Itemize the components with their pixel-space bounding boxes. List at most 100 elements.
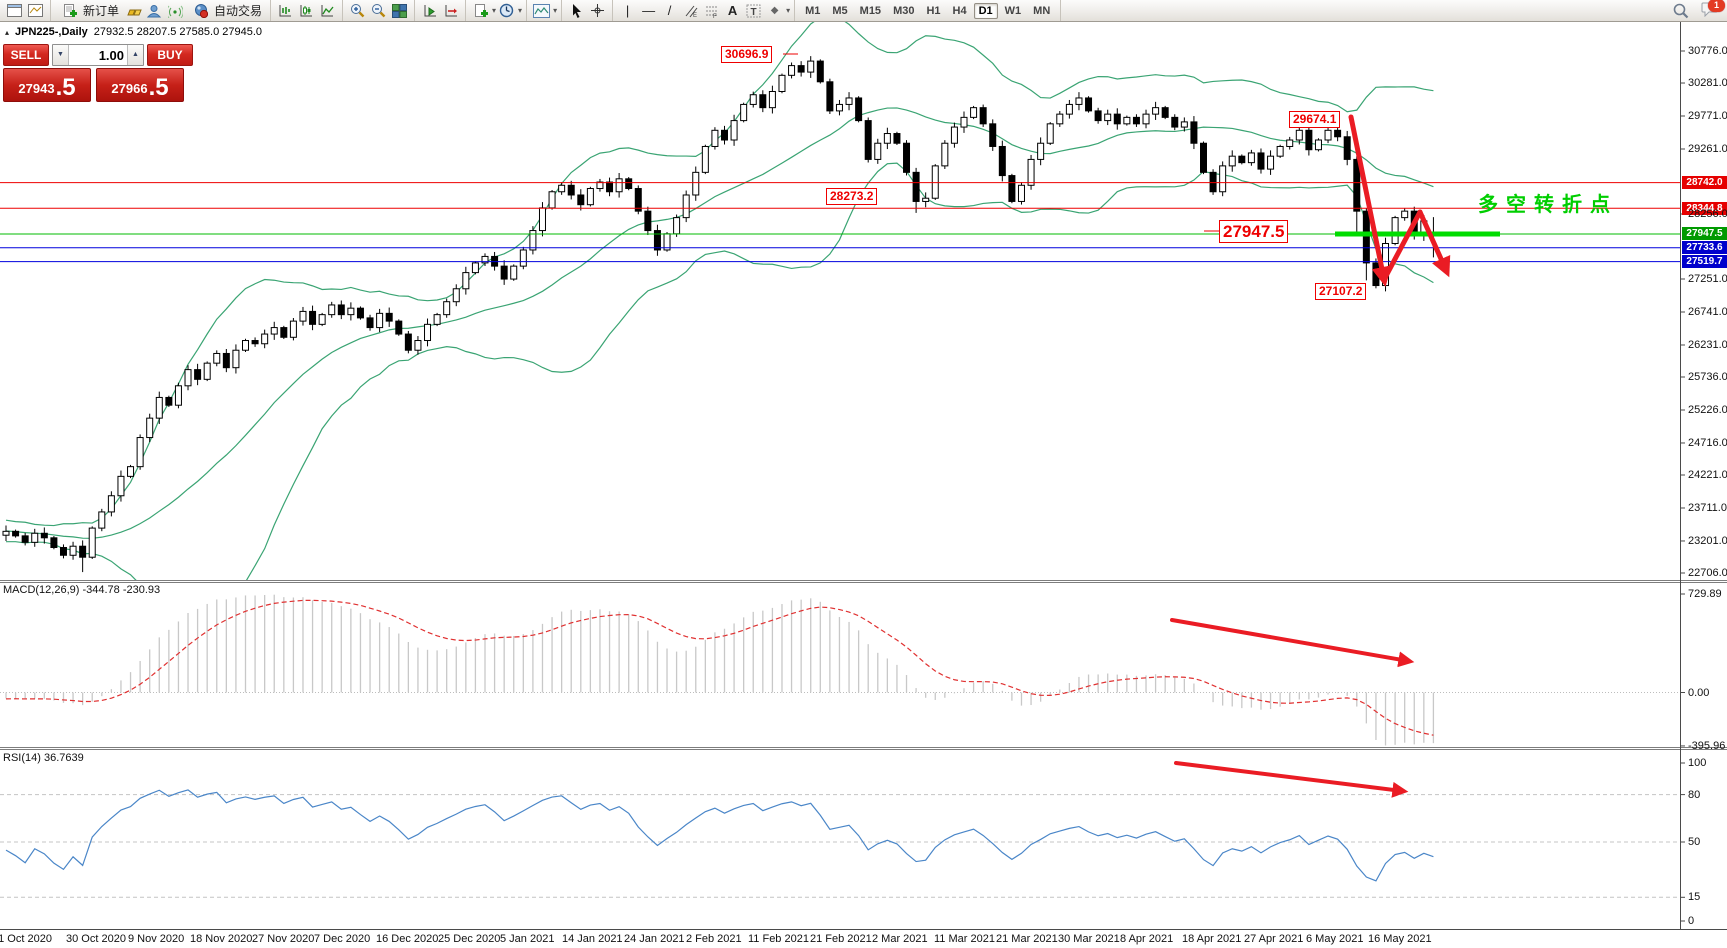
date-axis-label: 18 Nov 2020	[190, 933, 253, 945]
toolbar-group-cursor	[562, 0, 614, 21]
channel-tool-icon[interactable]: E	[681, 2, 700, 20]
buy-button[interactable]: BUY	[147, 44, 193, 66]
indicators-dropdown-arrow[interactable]: ▾	[553, 6, 558, 15]
text-tool-icon[interactable]: A	[727, 2, 738, 18]
timeframe-button-h1[interactable]: H1	[926, 4, 941, 17]
sell-button[interactable]: SELL	[3, 44, 49, 66]
price-axis-tick: 30776.0	[1688, 45, 1727, 57]
annotation-may-low-price[interactable]: 27107.2	[1315, 283, 1367, 300]
toolbar-group-templates: ▾ ▾	[466, 0, 528, 21]
shapes-tool-icon[interactable]: ◆	[770, 4, 779, 16]
text-label-tool-icon[interactable]: T	[744, 2, 763, 20]
new-order-label: 新订单	[83, 4, 120, 18]
toolbar-group-window	[0, 0, 51, 21]
notifications-chat-icon[interactable]: 1	[1701, 0, 1725, 21]
rsi-axis-tick: 15	[1688, 891, 1701, 904]
timeframe-button-m30[interactable]: M30	[893, 4, 915, 17]
rsi-axis-tick: 100	[1688, 757, 1707, 769]
timeframe-button-w1[interactable]: W1	[1004, 4, 1022, 17]
date-axis-label: 6 May 2021	[1306, 933, 1364, 945]
timeframe-button-h4[interactable]: H4	[952, 4, 967, 17]
timeframe-button-m5[interactable]: M5	[832, 4, 848, 17]
signal-icon[interactable]	[166, 2, 185, 20]
volume-input[interactable]	[69, 45, 127, 65]
search-icon[interactable]	[1671, 2, 1690, 20]
date-axis-label: 30 Mar 2021	[1058, 933, 1120, 945]
svg-text:E: E	[693, 13, 697, 18]
buy-price-frac: .5	[148, 74, 169, 101]
volume-decrease-button[interactable]: ▼	[53, 45, 69, 65]
price-level-badge: 27947.5	[1682, 227, 1727, 241]
buy-price-panel[interactable]: 27966 .5	[96, 68, 184, 102]
cursor-icon[interactable]	[567, 2, 586, 20]
price-axis-tick: 25736.0	[1688, 371, 1727, 383]
annotation-march-low-price[interactable]: 28273.2	[826, 188, 878, 205]
chart-profile-icon[interactable]	[26, 2, 45, 20]
clock-dropdown-arrow[interactable]: ▾	[518, 6, 523, 15]
buy-price-main: 27966	[111, 81, 148, 96]
tile-windows-icon[interactable]	[390, 2, 409, 20]
horizontal-line-tool-icon[interactable]: —	[642, 2, 656, 18]
shapes-dropdown-arrow[interactable]: ▾	[786, 6, 791, 15]
bar-chart-type-icon[interactable]	[276, 2, 295, 20]
collapse-marker-icon[interactable]: ▴	[5, 27, 10, 37]
toolbar-group-objects: | — / E F A T ◆ ▾	[613, 0, 796, 21]
indicators-icon[interactable]	[532, 2, 551, 20]
new-order-button[interactable]: 新订单	[55, 2, 123, 20]
crosshair-icon[interactable]	[588, 2, 607, 20]
new-chart-window-icon[interactable]	[5, 2, 24, 20]
chart-shift-icon[interactable]	[441, 2, 460, 20]
annotation-peak-price[interactable]: 30696.9	[721, 46, 773, 63]
sell-price-panel[interactable]: 27943 .5	[3, 68, 91, 102]
price-axis-tick: 23711.0	[1688, 501, 1727, 514]
macd-axis-tick: 0.00	[1688, 686, 1710, 699]
fibonacci-tool-icon[interactable]: F	[702, 2, 721, 20]
timeframe-button-m15[interactable]: M15	[859, 4, 882, 17]
svg-text:F: F	[713, 14, 717, 18]
toolbar-right: 1	[1670, 0, 1725, 21]
zoom-out-icon[interactable]	[369, 2, 388, 20]
timeframe-button-mn[interactable]: MN	[1033, 4, 1051, 17]
date-axis-label: 27 Nov 2020	[252, 933, 315, 945]
price-axis-tick: 29261.0	[1688, 142, 1727, 155]
rsi-axis-tick: 80	[1688, 788, 1701, 801]
price-axis-tick: 28256.0	[1688, 208, 1727, 220]
new-order-icon	[60, 2, 79, 20]
annotation-key-level-price[interactable]: 27947.5	[1219, 220, 1289, 243]
toolbar-group-zoom	[343, 0, 416, 21]
price-axis-tick: 26231.0	[1688, 338, 1727, 351]
date-axis-label: 8 Apr 2021	[1120, 933, 1174, 945]
price-axis-tick: 25226.0	[1688, 403, 1727, 416]
gold-icon[interactable]	[124, 2, 143, 20]
timeframes-clock-icon[interactable]	[497, 2, 516, 20]
date-axis-label: 30 Oct 2020	[66, 933, 126, 945]
date-axis-label: 5 Jan 2021	[500, 933, 555, 945]
line-chart-type-icon[interactable]	[318, 2, 337, 20]
trendline-tool-icon[interactable]: /	[667, 2, 672, 18]
auto-trading-button[interactable]: 自动交易	[186, 2, 266, 20]
date-axis-label: 14 Jan 2021	[562, 933, 623, 945]
toolbar-group-scroll	[415, 0, 467, 21]
candlestick-chart-type-icon[interactable]	[297, 2, 316, 20]
timeframe-button-d1[interactable]: D1	[973, 2, 998, 19]
volume-increase-button[interactable]: ▲	[127, 45, 143, 65]
template-dropdown-arrow[interactable]: ▾	[492, 6, 497, 15]
profile-cloud-icon[interactable]	[145, 2, 164, 20]
toolbar-group-timeframes: M1 M5 M15 M30 H1 H4 D1 W1 MN	[795, 0, 1062, 21]
new-template-icon[interactable]	[471, 2, 490, 20]
zoom-in-icon[interactable]	[348, 2, 367, 20]
symbol-ohlc: 27932.5 28207.5 27585.0 27945.0	[93, 26, 262, 38]
vertical-line-tool-icon[interactable]: |	[625, 2, 630, 18]
annotation-swing-high-price[interactable]: 29674.1	[1289, 111, 1341, 128]
rsi-axis-tick: 0	[1688, 915, 1695, 927]
timeframe-button-m1[interactable]: M1	[805, 4, 821, 17]
date-axis-label: 21 Feb 2021	[810, 933, 872, 945]
annotation-turning-point-note[interactable]: 多空转折点	[1478, 194, 1618, 216]
svg-text:T: T	[751, 7, 757, 18]
symbol-header: ▴ JPN225-,Daily 27932.5 28207.5 27585.0 …	[5, 26, 262, 38]
price-level-badge: 28344.8	[1682, 201, 1727, 215]
auto-scroll-icon[interactable]	[420, 2, 439, 20]
